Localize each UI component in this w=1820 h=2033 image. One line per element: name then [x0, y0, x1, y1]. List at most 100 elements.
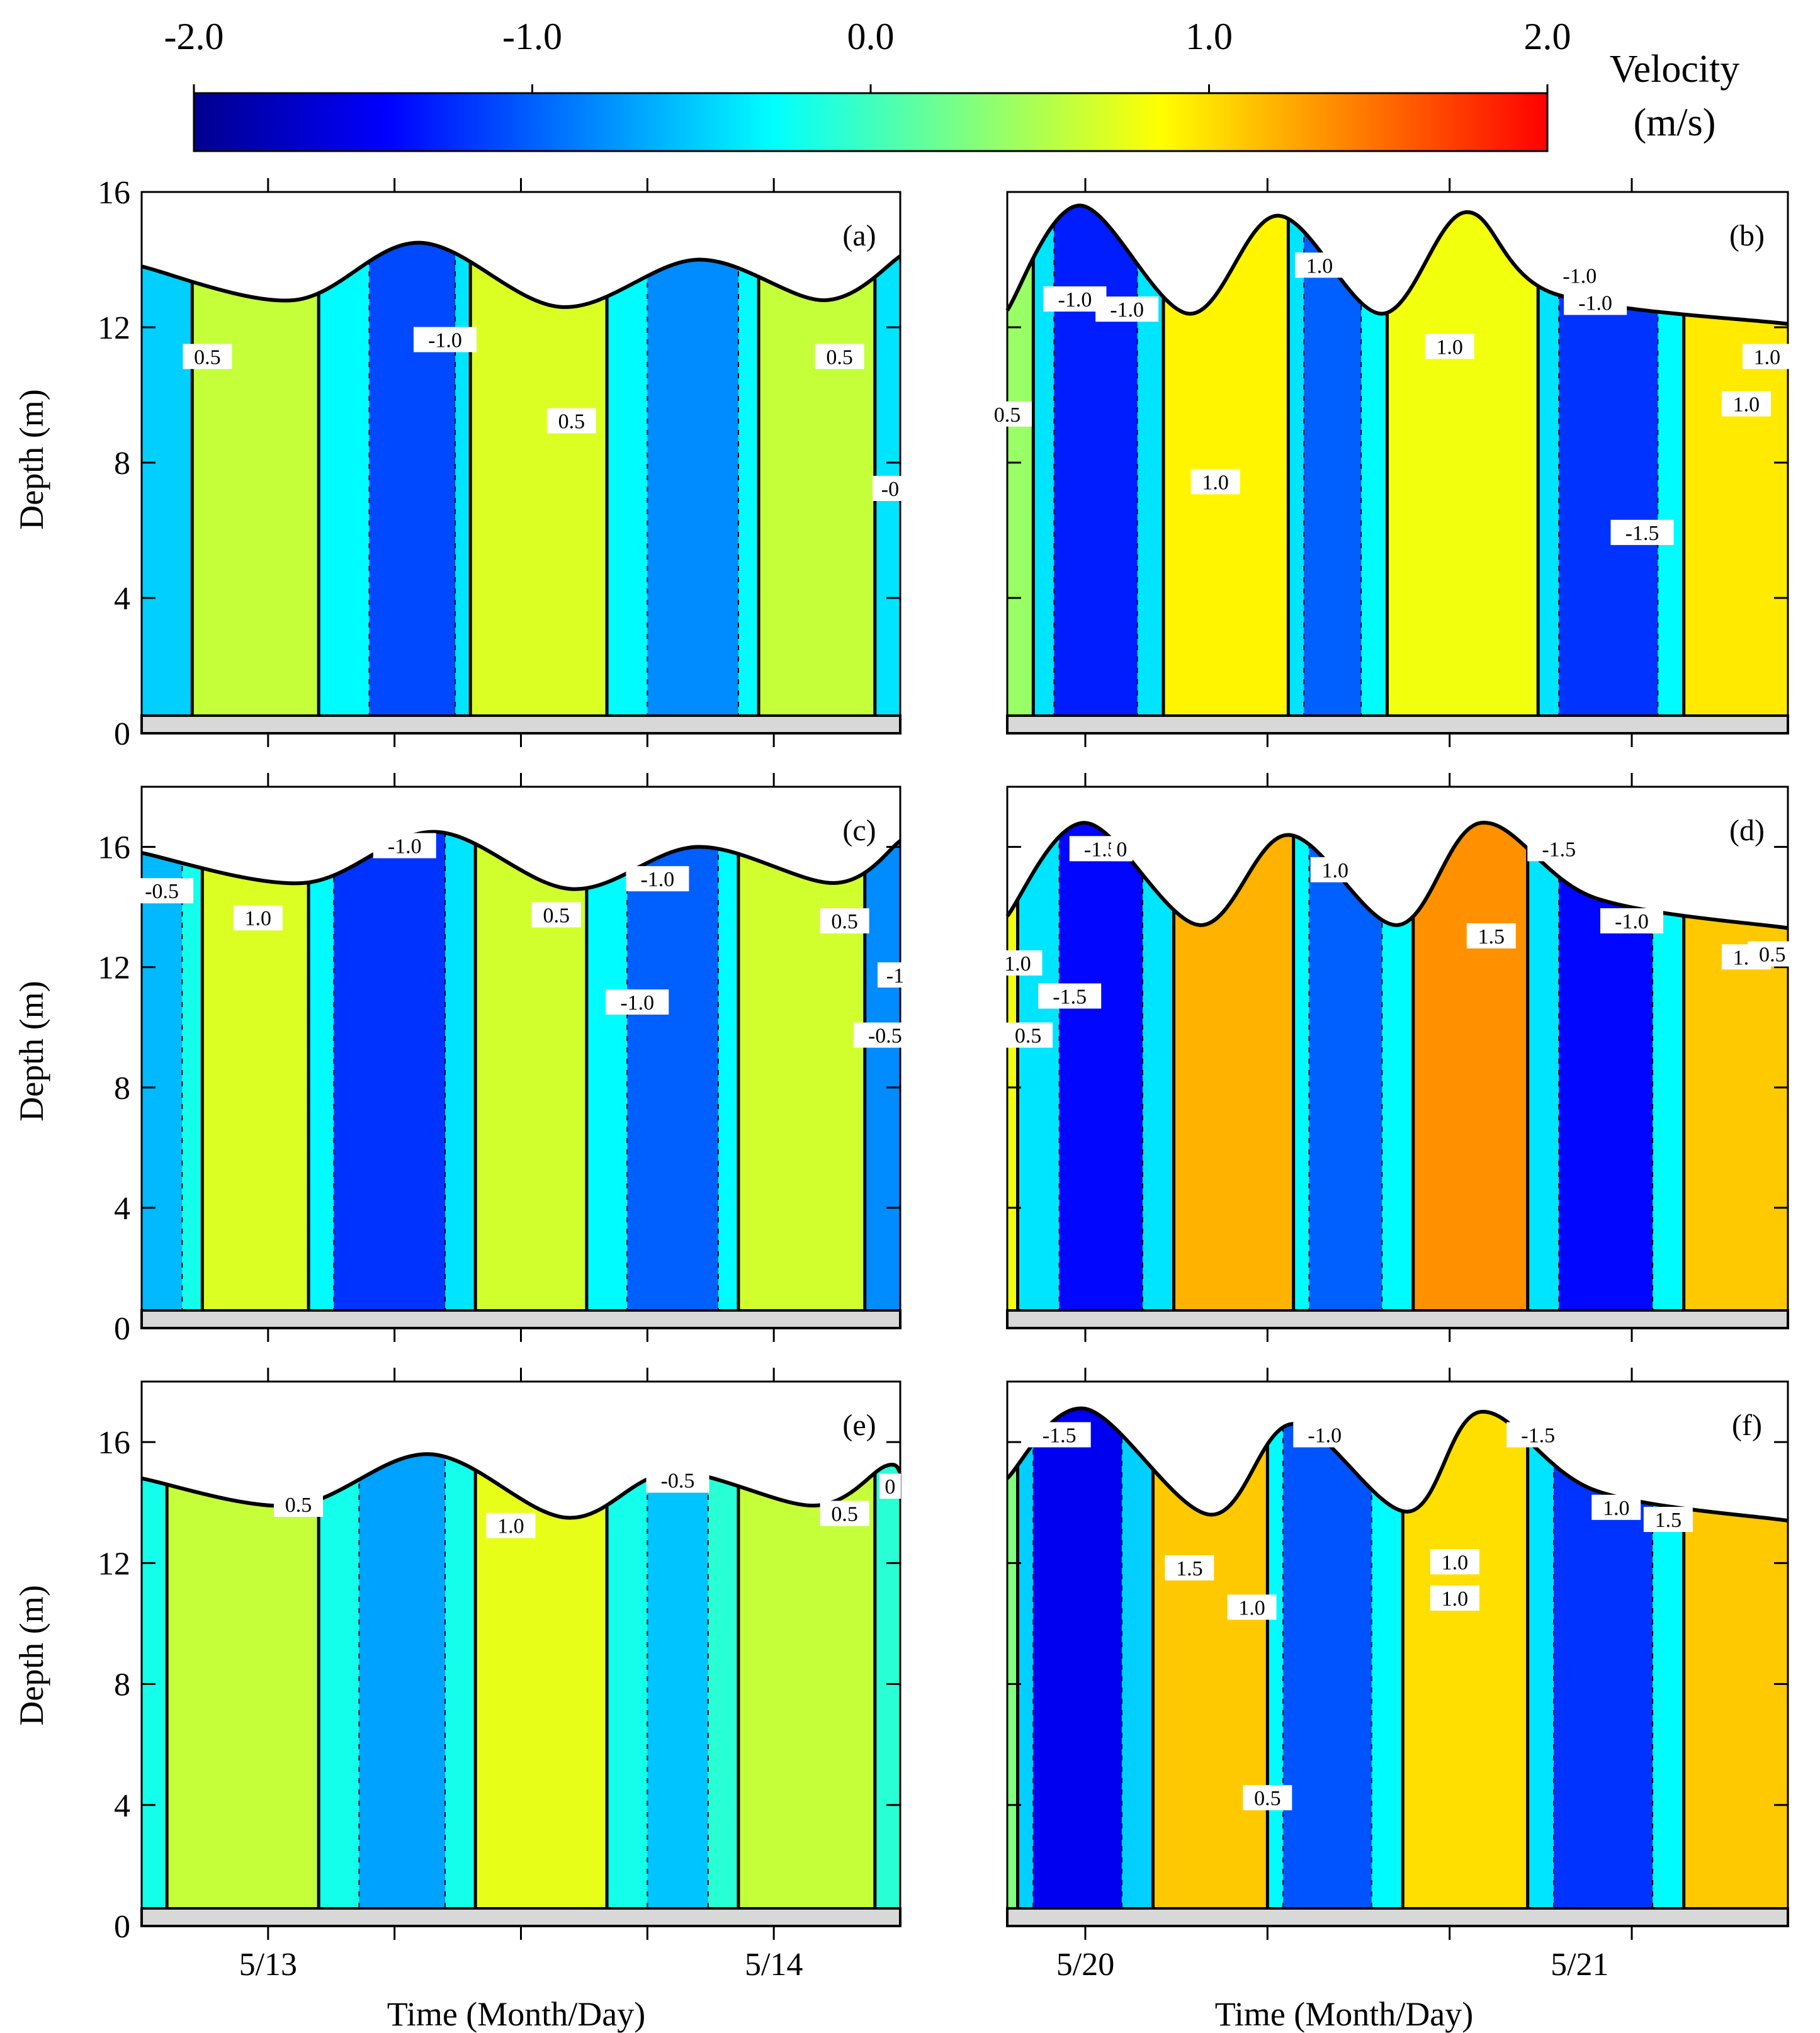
contour-label-box — [1564, 290, 1627, 315]
velocity-band — [319, 242, 370, 716]
bottom-boundary — [1006, 1309, 1789, 1329]
bottom-boundary — [140, 1907, 902, 1927]
contour-label-text: 0.5 — [1759, 943, 1786, 967]
velocity-band — [369, 242, 456, 716]
velocity-band — [1527, 822, 1559, 1310]
contour-label-text: -0.5 — [145, 880, 179, 903]
velocity-band — [1554, 1408, 1653, 1908]
water-surface-line — [1005, 1406, 1789, 1523]
contour-label: -1.0 — [414, 327, 477, 352]
colorbar-unit: (m/s) — [1634, 101, 1716, 144]
water-surface-line — [141, 830, 902, 891]
contour-label-text: 1.5 — [1655, 1509, 1682, 1532]
velocity-band — [1121, 1408, 1153, 1908]
water-surface-line — [141, 240, 902, 309]
contour-label-text: 1.0 — [1442, 1587, 1469, 1611]
velocity-band — [1142, 822, 1175, 1310]
x-axis-title-left: Time (Month/Day) — [387, 1995, 646, 2033]
contour-label-box — [130, 878, 194, 904]
panel-frame — [1006, 1380, 1789, 1927]
contour-label-box — [1310, 857, 1360, 882]
panel-c: 0 4 8 12 16 -0.5 1.0 -1.0 0.5 -1.0 -1.0 0.5 -1 -0.5 (c… — [98, 773, 917, 1347]
contour-label-text: -1.0 — [1615, 910, 1649, 933]
contour-label: -0.5 — [853, 1022, 917, 1048]
contour-label-text: 1.5 — [1176, 1557, 1203, 1580]
velocity-band — [1017, 1408, 1034, 1908]
velocity-band — [470, 242, 608, 716]
contour-label: -1.0 — [1600, 908, 1663, 933]
contour-label: 1.0 — [486, 1512, 536, 1538]
contour-label: 1.0 — [1227, 1594, 1277, 1620]
contour-label-text: 1.0 — [1733, 393, 1760, 417]
contour-label: -1.5 — [1038, 983, 1102, 1009]
contour-label-text: -1.5 — [1542, 838, 1576, 861]
contour-label-text: -0.5 — [661, 1470, 695, 1493]
velocity-band — [1163, 205, 1289, 716]
contour-label-box — [1721, 391, 1771, 417]
contour-label-box — [815, 344, 864, 369]
velocity-band — [142, 1454, 167, 1908]
velocity-band — [708, 1454, 739, 1908]
y-tick-label: 8 — [114, 1071, 130, 1107]
contour-label-text: 0.5 — [194, 346, 221, 369]
y-tick-label: 0 — [114, 716, 130, 752]
contour-label-box — [274, 1492, 324, 1518]
velocity-field — [1007, 1408, 1788, 1908]
velocity-band — [142, 242, 193, 716]
contour-label-box — [626, 866, 689, 892]
velocity-band — [182, 831, 203, 1310]
contour-label-box — [1527, 836, 1591, 862]
contour-label-box — [1600, 908, 1663, 933]
panel-label: (e) — [842, 1409, 876, 1442]
velocity-band — [1413, 822, 1529, 1310]
velocity-band — [334, 831, 446, 1310]
velocity-band — [1653, 822, 1685, 1310]
colorbar: -2.0 -1.0 0.0 1.0 2.0 Velocity (m/s) — [164, 16, 1739, 152]
contour-label-box — [233, 905, 283, 931]
colorbar-tick-label: 2.0 — [1524, 16, 1571, 57]
x-axis-title-right: Time (Month/Day) — [1215, 1995, 1474, 2033]
contour-label-text: -0.5 — [868, 1025, 902, 1048]
contour-label: 1.0 — [1310, 857, 1360, 882]
contour-label-text: -1 — [886, 964, 904, 988]
y-tick-label: 12 — [98, 1546, 130, 1582]
x-tick-label: 5/13 — [239, 1947, 297, 1983]
contour-label: 0.5 — [1748, 941, 1797, 967]
contour-label-box — [820, 908, 869, 933]
contour-label: 0.5 — [815, 344, 864, 369]
contour-label-box — [853, 1022, 917, 1048]
contour-label-text: 0.5 — [558, 410, 585, 434]
contour-label-text: 1.0 — [1754, 346, 1781, 369]
contour-label: 1.0 — [1430, 1549, 1479, 1575]
y-axis-title-row-3: Depth (m) — [13, 1585, 50, 1725]
velocity-band — [142, 831, 183, 1310]
contour-label: 1.0 — [1721, 391, 1771, 417]
contour-label: 0.5 — [1003, 1022, 1053, 1048]
velocity-band — [1288, 205, 1304, 716]
x-tick-label: 5/21 — [1551, 1947, 1608, 1983]
contour-label-text: -0 — [881, 478, 899, 501]
contour-label-text: 1.0 — [1202, 471, 1229, 494]
contour-label-box — [646, 1467, 709, 1493]
contour-label-box — [1027, 1422, 1091, 1448]
contour-label-text: 1.0 — [1603, 1497, 1630, 1520]
contour-label: 0 — [879, 1473, 901, 1499]
contour-label-text: 0.5 — [285, 1494, 312, 1517]
contour-label-text: 1.5 — [1478, 925, 1505, 949]
contour-label-text: -1.0 — [1110, 298, 1144, 322]
contour-label-box — [1643, 1507, 1693, 1533]
velocity-band — [1173, 822, 1294, 1310]
contour-label: 1.5 — [1643, 1507, 1693, 1533]
velocity-field — [1007, 205, 1788, 716]
contour-label-box — [1425, 334, 1474, 359]
velocity-band — [1361, 205, 1388, 716]
velocity-band — [1137, 205, 1164, 716]
panel-label: (c) — [842, 814, 876, 847]
velocity-band — [1017, 822, 1060, 1310]
velocity-band — [1559, 822, 1653, 1310]
contour-label-text: -1.5 — [1625, 522, 1659, 545]
contour-label: 1.5 — [1466, 923, 1516, 949]
contour-label-box — [546, 408, 596, 434]
contour-label-text: 1.0 — [1004, 952, 1031, 976]
contour-label-box — [872, 476, 908, 501]
